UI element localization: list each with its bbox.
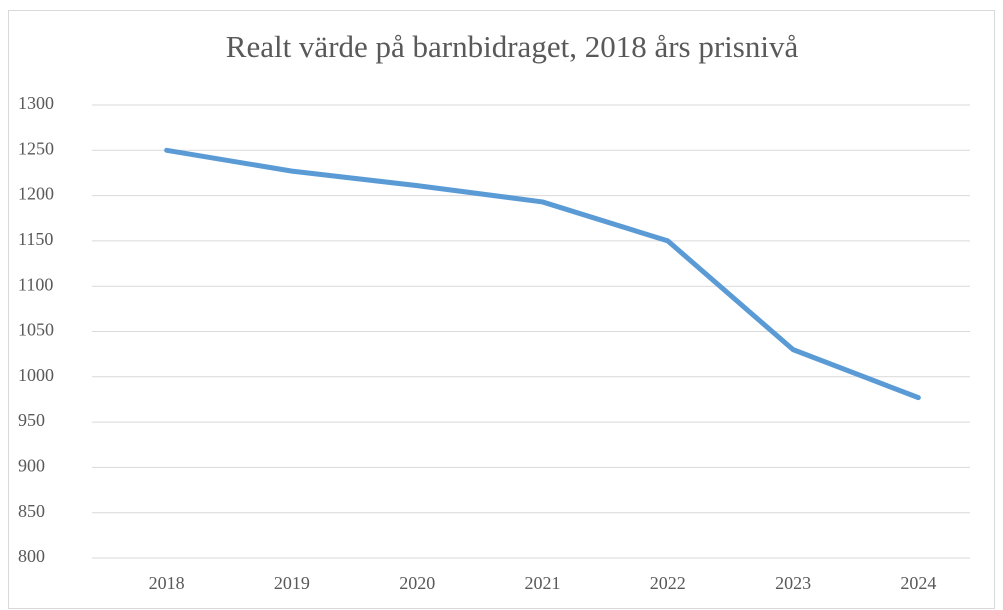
y-tick-label: 950 [18, 410, 45, 430]
x-tick-label: 2024 [900, 573, 936, 593]
y-tick-label: 1200 [18, 184, 54, 204]
y-tick-label: 1000 [18, 365, 54, 385]
y-tick-label: 1100 [18, 274, 53, 294]
y-tick-label: 850 [18, 501, 45, 521]
x-tick-label: 2021 [525, 573, 561, 593]
y-tick-label: 1250 [18, 138, 54, 158]
y-tick-label: 800 [18, 546, 45, 566]
chart-border [8, 10, 995, 609]
line-series [164, 147, 921, 401]
y-tick-label: 1300 [18, 93, 54, 113]
x-tick-label: 2020 [399, 573, 435, 593]
y-tick-label: 1050 [18, 320, 54, 340]
y-tick-label: 900 [18, 456, 45, 476]
chart-title: Realt värde på barnbidraget, 2018 års pr… [226, 29, 799, 64]
x-tick-label: 2022 [650, 573, 686, 593]
x-tick-label: 2018 [149, 573, 185, 593]
x-tick-label: 2019 [274, 573, 310, 593]
y-tick-label: 1150 [18, 229, 53, 249]
x-tick-label: 2023 [775, 573, 811, 593]
